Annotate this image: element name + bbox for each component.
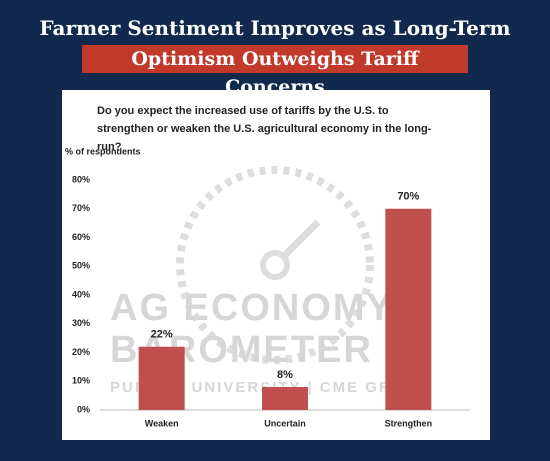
x-tick-label: Weaken [145, 418, 179, 428]
bar [138, 346, 185, 410]
y-axis-label: % of respondents [65, 146, 141, 156]
x-tick-label: Uncertain [264, 418, 306, 428]
value-label: 70% [397, 191, 419, 203]
y-tick-label: 40% [72, 289, 90, 299]
y-tick-label: 20% [72, 347, 90, 357]
y-tick-label: 50% [72, 261, 90, 271]
y-tick-label: 60% [72, 232, 90, 242]
x-tick-label: Strengthen [385, 418, 433, 428]
watermark-text: AG ECONOMY [110, 287, 394, 329]
bar [385, 208, 432, 410]
y-tick-label: 30% [72, 318, 90, 328]
y-tick-label: 70% [72, 203, 90, 213]
y-tick-label: 10% [72, 376, 90, 386]
y-tick-label: 0% [77, 404, 90, 414]
bar [262, 387, 308, 410]
y-tick-label: 80% [72, 174, 90, 184]
value-label: 8% [277, 369, 293, 381]
banner-title: Farmer Sentiment Improves as Long-Term [39, 16, 511, 40]
chart-title: Do you expect the increased use of tarif… [97, 105, 432, 153]
value-label: 22% [151, 329, 173, 341]
banner-subtitle: Optimism Outweighs Tariff Concerns [82, 45, 468, 98]
